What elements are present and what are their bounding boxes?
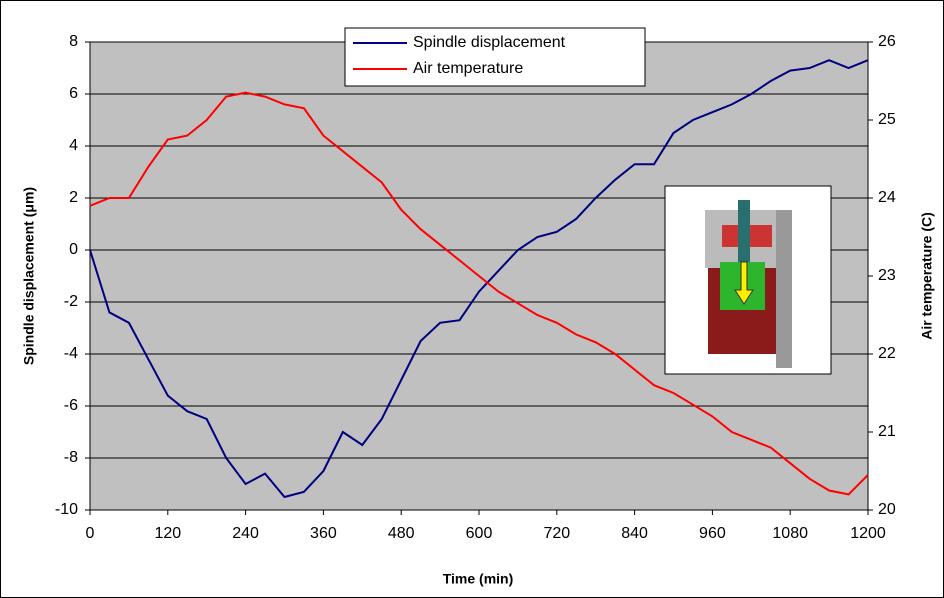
y-tick-label: 6 bbox=[69, 85, 78, 102]
y2-axis-label: Air temperature (C) bbox=[919, 212, 935, 340]
y2-tick-label: 22 bbox=[878, 345, 896, 362]
x-tick-label: 360 bbox=[310, 525, 337, 542]
x-tick-label: 600 bbox=[466, 525, 493, 542]
chart: Time (min) Spindle displacement (μm) Air… bbox=[0, 0, 944, 598]
x-tick-label: 960 bbox=[699, 525, 726, 542]
y2-tick-label: 24 bbox=[878, 189, 896, 206]
x-tick-label: 1080 bbox=[772, 525, 808, 542]
x-tick-label: 240 bbox=[232, 525, 259, 542]
x-tick-label: 120 bbox=[154, 525, 181, 542]
y2-tick-label: 25 bbox=[878, 111, 896, 128]
y-tick-label: -2 bbox=[64, 293, 78, 310]
y-tick-label: 0 bbox=[69, 241, 78, 258]
y-tick-label: 2 bbox=[69, 189, 78, 206]
y2-tick-label: 20 bbox=[878, 501, 896, 518]
y-tick-label: -8 bbox=[64, 449, 78, 466]
y-tick-label: 8 bbox=[69, 33, 78, 50]
x-tick-label: 720 bbox=[543, 525, 570, 542]
y-tick-label: -10 bbox=[55, 501, 78, 518]
y-tick-label: -6 bbox=[64, 397, 78, 414]
inset-side bbox=[776, 210, 792, 368]
x-tick-label: 1200 bbox=[850, 525, 886, 542]
legend-label: Air temperature bbox=[413, 60, 523, 77]
x-tick-label: 840 bbox=[621, 525, 648, 542]
y2-tick-label: 23 bbox=[878, 267, 896, 284]
inset-image bbox=[665, 186, 831, 374]
y2-tick-label: 26 bbox=[878, 33, 896, 50]
x-axis-label: Time (min) bbox=[443, 571, 514, 587]
y2-tick-label: 21 bbox=[878, 423, 896, 440]
legend-label: Spindle displacement bbox=[413, 34, 566, 51]
x-tick-label: 480 bbox=[388, 525, 415, 542]
y-tick-label: -4 bbox=[64, 345, 78, 362]
y-axis-label: Spindle displacement (μm) bbox=[21, 187, 37, 365]
x-tick-label: 0 bbox=[86, 525, 95, 542]
y-tick-label: 4 bbox=[69, 137, 78, 154]
